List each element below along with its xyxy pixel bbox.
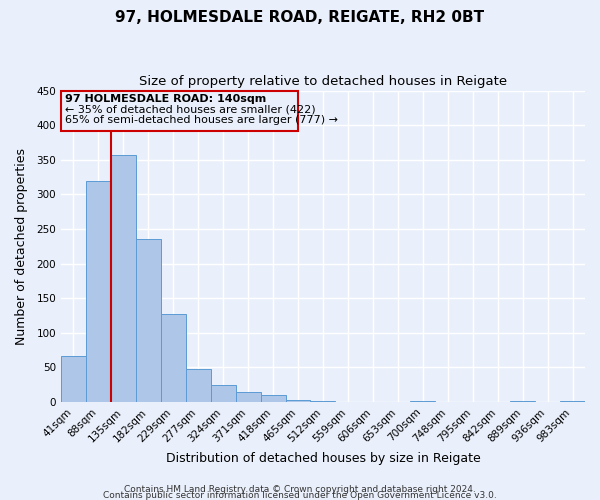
Bar	[136, 240, 161, 402]
Bar	[211, 384, 236, 402]
Bar	[61, 356, 86, 402]
Bar	[186, 368, 211, 402]
Bar	[410, 400, 435, 402]
Title: Size of property relative to detached houses in Reigate: Size of property relative to detached ho…	[139, 75, 507, 88]
Text: 65% of semi-detached houses are larger (777) →: 65% of semi-detached houses are larger (…	[65, 116, 338, 126]
Text: Contains HM Land Registry data © Crown copyright and database right 2024.: Contains HM Land Registry data © Crown c…	[124, 484, 476, 494]
Text: Contains public sector information licensed under the Open Government Licence v3: Contains public sector information licen…	[103, 490, 497, 500]
Bar	[111, 155, 136, 402]
Bar	[286, 400, 310, 402]
Bar	[161, 314, 186, 402]
Bar	[260, 395, 286, 402]
Bar	[236, 392, 260, 402]
Bar	[61, 90, 298, 130]
Text: 97 HOLMESDALE ROAD: 140sqm: 97 HOLMESDALE ROAD: 140sqm	[65, 94, 266, 104]
Y-axis label: Number of detached properties: Number of detached properties	[15, 148, 28, 345]
X-axis label: Distribution of detached houses by size in Reigate: Distribution of detached houses by size …	[166, 452, 481, 465]
Text: 97, HOLMESDALE ROAD, REIGATE, RH2 0BT: 97, HOLMESDALE ROAD, REIGATE, RH2 0BT	[115, 10, 485, 25]
Text: ← 35% of detached houses are smaller (422): ← 35% of detached houses are smaller (42…	[65, 105, 316, 115]
Bar	[86, 180, 111, 402]
